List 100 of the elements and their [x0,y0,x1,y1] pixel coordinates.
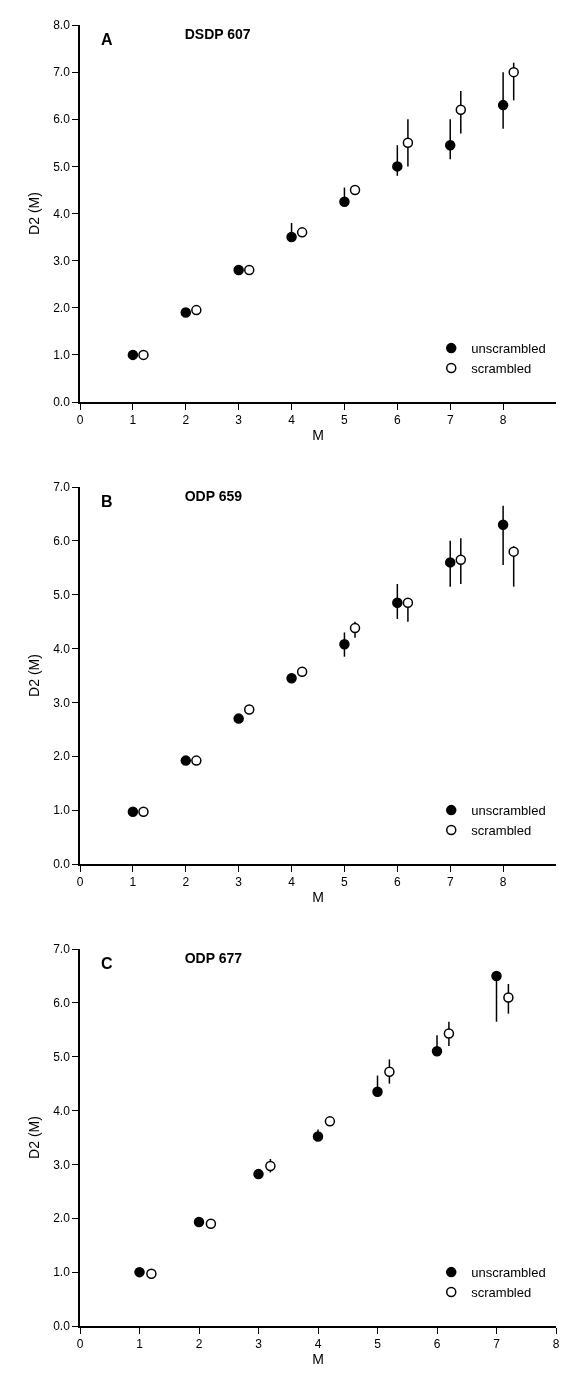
point [127,806,139,818]
point [349,622,361,634]
y-tick-label: 4.0 [53,1103,71,1118]
y-tick-label: 3.0 [53,695,71,710]
point [443,1028,455,1039]
y-tick-label: 3.0 [53,1157,71,1172]
point [349,184,361,196]
y-tick-label: 2.0 [53,749,71,764]
point [444,557,456,568]
x-tick-label: 2 [182,875,190,890]
chart-title: DSDP 607 [184,25,251,42]
y-tick-label: 4.0 [53,206,71,221]
x-tick-label: 8 [552,1337,560,1352]
point [205,1218,217,1229]
y-tick-label: 6.0 [53,996,71,1011]
y-tick-label: 4.0 [53,641,71,656]
x-tick-label: 7 [493,1337,501,1352]
y-tick-label: 7.0 [53,942,71,957]
y-tick-label: 5.0 [53,587,71,602]
point [191,304,202,316]
x-tick-label: 5 [341,875,349,890]
y-tick-label: 1.0 [53,803,71,818]
point [296,666,308,677]
point [508,546,519,557]
point [180,307,192,318]
x-tick-label: 4 [288,413,296,428]
legend-label: unscrambled [471,803,546,819]
point [497,519,509,530]
x-tick-label: 0 [76,875,84,890]
point [503,992,514,1003]
point [392,161,403,172]
point [508,66,519,78]
point [138,349,149,361]
legend-label: scrambled [471,1285,532,1301]
legend-label: scrambled [471,823,532,839]
point [233,713,244,724]
point [455,104,467,116]
x-tick-label: 7 [446,875,454,890]
point [372,1086,383,1097]
point [193,1216,205,1228]
point [286,231,297,243]
x-tick-label: 2 [195,1337,203,1352]
x-axis-title: M [312,1351,324,1368]
y-axis-title: D2 (M) [26,192,43,235]
x-tick-label: 8 [499,875,507,890]
point [286,672,297,684]
x-tick-label: 4 [288,875,296,890]
x-tick-label: 8 [499,413,507,428]
y-tick-label: 8.0 [53,18,71,33]
chart-title: ODP 677 [184,949,243,966]
x-tick-label: 6 [433,1337,441,1352]
annotation: B [101,493,113,510]
point [243,704,255,715]
point [444,139,456,151]
y-tick-label: 2.0 [53,300,71,315]
y-tick-label: 3.0 [53,253,71,268]
x-tick-label: 5 [341,413,349,428]
y-tick-label: 6.0 [53,534,71,549]
x-tick-label: 4 [314,1337,322,1352]
x-tick-label: 3 [235,413,243,428]
x-tick-label: 6 [393,413,401,428]
chart-title: ODP 659 [184,487,243,504]
point [491,970,502,982]
y-tick-label: 6.0 [53,112,71,127]
point [431,1046,443,1057]
x-tick-label: 5 [374,1337,382,1352]
point [392,597,403,609]
y-tick-label: 0.0 [53,395,71,410]
point [180,755,192,766]
point [138,806,149,818]
point [265,1160,276,1172]
point [127,349,139,361]
x-tick-label: 0 [76,413,84,428]
x-axis-title: M [312,888,324,905]
point [324,1116,336,1127]
y-tick-label: 1.0 [53,348,71,363]
legend-label: scrambled [471,361,532,377]
x-tick-label: 7 [446,413,454,428]
y-tick-label: 5.0 [53,159,71,174]
point [233,264,244,276]
x-axis-title: M [312,426,324,443]
point [384,1066,395,1078]
annotation: C [101,955,113,972]
y-tick-label: 7.0 [53,480,71,495]
x-tick-label: 6 [393,875,401,890]
y-tick-label: 7.0 [53,65,71,80]
y-tick-label: 2.0 [53,1211,71,1226]
y-tick-label: 0.0 [53,1319,71,1334]
point [243,264,255,276]
y-tick-label: 5.0 [53,1049,71,1064]
point [497,99,509,111]
point [146,1268,157,1280]
point [312,1131,324,1142]
point [296,227,308,238]
x-tick-label: 1 [129,413,137,428]
point [339,639,350,650]
y-tick-label: 1.0 [53,1265,71,1280]
y-tick-label: 0.0 [53,857,71,872]
legend-label: unscrambled [471,341,546,357]
point [253,1168,264,1180]
